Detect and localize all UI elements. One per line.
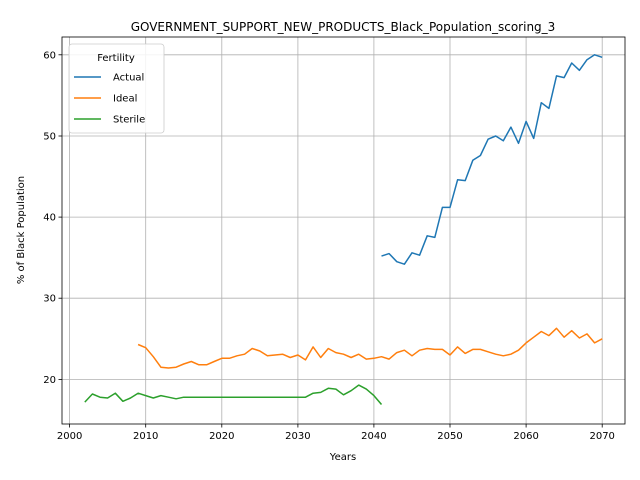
legend-label-actual: Actual [113, 73, 144, 84]
x-axis-ticks: 2000 2010 2020 2030 2040 2050 2060 2070 [57, 424, 615, 442]
x-tick-label: 2040 [361, 431, 386, 442]
y-axis-ticks: 20 30 40 50 60 [43, 50, 62, 386]
x-tick-label: 2060 [513, 431, 538, 442]
legend-label-ideal: Ideal [113, 94, 137, 105]
plot-frame [61, 36, 626, 425]
chart-title: GOVERNMENT_SUPPORT_NEW_PRODUCTS_Black_Po… [131, 20, 556, 34]
y-tick-label: 50 [43, 132, 56, 143]
x-tick-label: 2070 [589, 431, 614, 442]
y-axis-label: % of Black Population [16, 176, 27, 284]
y-tick-label: 30 [43, 294, 56, 305]
legend-title: Fertility [97, 53, 135, 64]
series-lines [84, 54, 603, 405]
y-tick-label: 40 [43, 213, 56, 224]
series-line-sterile [84, 384, 383, 405]
legend-box [68, 43, 165, 134]
legend: Fertility Actual Ideal Sterile [68, 43, 165, 134]
y-tick-label: 60 [43, 50, 56, 61]
series-line-actual [381, 54, 603, 265]
legend-label-sterile: Sterile [113, 115, 145, 126]
grid-lines [62, 37, 625, 424]
series-line-ideal [137, 327, 603, 369]
y-tick-label: 20 [43, 375, 56, 386]
x-tick-label: 2050 [437, 431, 462, 442]
x-axis-label: Years [329, 452, 356, 463]
x-tick-label: 2000 [57, 431, 82, 442]
x-tick-label: 2030 [285, 431, 310, 442]
x-tick-label: 2010 [133, 431, 158, 442]
x-tick-label: 2020 [209, 431, 234, 442]
